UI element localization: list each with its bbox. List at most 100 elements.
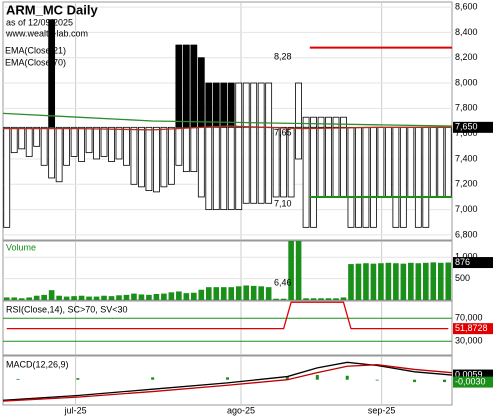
box-lower xyxy=(355,126,362,228)
box-upper xyxy=(265,82,273,128)
subtitle: as of 12/09/2025 xyxy=(6,17,73,27)
volume-bar xyxy=(108,296,115,300)
box-lower xyxy=(130,126,138,185)
box-upper xyxy=(190,44,198,128)
box-lower xyxy=(205,126,213,211)
pane-frame xyxy=(2,1,453,241)
volume-bar xyxy=(93,296,100,300)
y-tick-label: 7,800 xyxy=(455,103,478,113)
box-lower xyxy=(265,126,273,204)
volume-bar xyxy=(48,290,55,300)
box-lower xyxy=(220,126,228,211)
volume-bar xyxy=(437,262,444,300)
box-lower xyxy=(70,126,78,157)
volume-bar xyxy=(348,264,354,300)
y-tick-label: 7,600 xyxy=(455,128,478,138)
volume-bar xyxy=(415,263,422,300)
y-tick-label: 30,000 xyxy=(455,336,483,346)
box-upper xyxy=(212,82,220,128)
volume-bar xyxy=(235,286,242,300)
pane-frame xyxy=(2,355,453,406)
volume-bar xyxy=(213,287,220,300)
volume-bar xyxy=(153,294,160,300)
source: www.wealth-lab.com xyxy=(5,28,88,38)
volume-bar xyxy=(78,295,85,300)
box-lower xyxy=(40,126,48,166)
box-lower xyxy=(340,126,347,198)
box-upper xyxy=(175,44,183,128)
box-lower xyxy=(332,126,340,198)
box-lower xyxy=(55,126,63,183)
box-lower xyxy=(362,126,370,228)
annotation: 7,65 xyxy=(274,127,292,137)
box-lower xyxy=(175,126,183,166)
volume-bar xyxy=(131,293,137,300)
histogram-bar xyxy=(16,378,20,380)
histogram-bar xyxy=(443,379,447,383)
box-lower xyxy=(85,126,93,154)
y-tick-label: 8,200 xyxy=(455,52,478,62)
last-value-box xyxy=(453,323,493,335)
last-value-label: -0,0030 xyxy=(455,376,486,386)
volume-bar xyxy=(33,295,40,300)
chart-title: ARM_MC Daily xyxy=(6,2,99,17)
box-lower xyxy=(33,126,41,147)
volume-bar xyxy=(400,263,407,300)
x-tick-label: jul-25 xyxy=(64,405,87,415)
box-lower xyxy=(145,126,153,192)
box-upper xyxy=(310,116,317,128)
box-upper xyxy=(205,82,213,128)
box-upper xyxy=(220,82,228,128)
pane-frame xyxy=(2,240,453,301)
box-lower xyxy=(272,126,280,198)
volume-bar xyxy=(146,294,152,300)
box-lower xyxy=(429,126,437,198)
box-lower xyxy=(310,126,317,228)
annotation: 7,10 xyxy=(274,198,292,208)
histogram-bar xyxy=(315,374,319,380)
volume-bar xyxy=(243,285,250,300)
volume-bar xyxy=(273,298,279,300)
box-lower xyxy=(280,126,288,198)
box-lower xyxy=(115,126,123,160)
volume-bar xyxy=(26,297,32,300)
box-lower xyxy=(108,126,115,162)
box-upper xyxy=(242,82,250,128)
box-upper xyxy=(227,82,235,128)
last-value-label: 7,650 xyxy=(455,122,478,132)
box-upper xyxy=(325,116,332,128)
box-upper xyxy=(317,116,325,128)
box-lower xyxy=(167,126,175,185)
box-lower xyxy=(437,126,445,198)
box-upper xyxy=(197,57,205,128)
last-value-box xyxy=(453,121,493,133)
volume-bar xyxy=(310,298,317,300)
box-lower xyxy=(93,126,100,160)
box-lower xyxy=(190,126,198,173)
y-tick-label: 7,000 xyxy=(455,204,478,214)
y-tick-label: 8,000 xyxy=(455,77,478,87)
histogram-bar xyxy=(226,377,229,380)
volume-bar xyxy=(11,297,18,300)
volume-bar xyxy=(423,262,429,300)
histogram-bar xyxy=(285,376,289,380)
box-lower xyxy=(287,126,295,198)
box-upper xyxy=(257,82,265,128)
histogram-bar xyxy=(375,379,379,381)
x-tick-label: ago-25 xyxy=(227,405,255,415)
last-value-label: 51,8728 xyxy=(455,323,488,333)
last-value-label: 0,0059 xyxy=(455,369,483,379)
x-tick-label: sep-25 xyxy=(368,405,396,415)
box-lower xyxy=(63,126,71,166)
histogram-bar xyxy=(76,378,80,380)
annotation: 6,46 xyxy=(274,277,292,287)
last-value-box xyxy=(453,257,493,269)
ema-line xyxy=(3,125,452,131)
volume-bar xyxy=(41,294,47,300)
y-tick-label: 70,000 xyxy=(455,313,483,323)
box-lower xyxy=(384,126,392,198)
volume-bar xyxy=(71,296,77,300)
box-lower xyxy=(160,126,168,188)
volume-bar xyxy=(250,285,257,300)
histogram-bar xyxy=(345,375,349,380)
